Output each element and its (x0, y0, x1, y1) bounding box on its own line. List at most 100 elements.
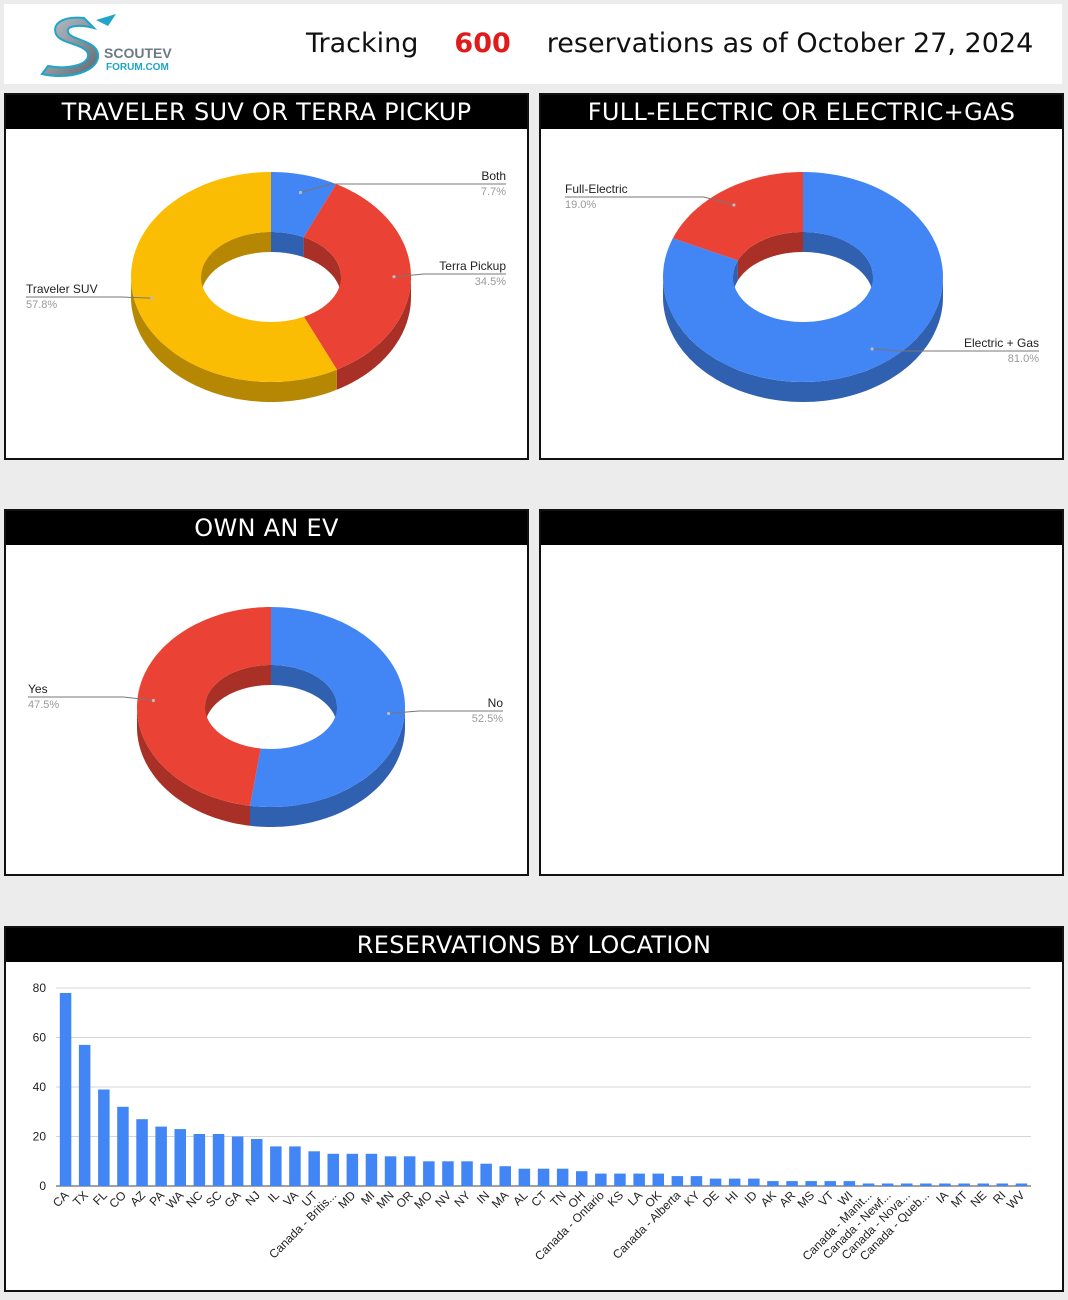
x-tick-label: NV (432, 1188, 454, 1210)
bar-fl (98, 1089, 110, 1186)
slice-electric-gas (663, 172, 943, 382)
bar-al (518, 1168, 531, 1186)
leader-line-terra-pickup (393, 273, 506, 278)
slice-inner-wall-no (271, 665, 337, 727)
svg-text:SCOUTEV: SCOUTEV (104, 45, 172, 61)
bar-ga (231, 1136, 244, 1186)
x-tick-label: MI (358, 1188, 377, 1207)
label-pct-no: 52.5% (472, 713, 503, 725)
y-tick-label: 40 (33, 1080, 47, 1094)
x-tick-label: GA (222, 1188, 244, 1210)
bar-or (403, 1156, 416, 1186)
x-tick-label: AZ (127, 1188, 148, 1209)
bar-ok (652, 1173, 664, 1186)
bar-ne (977, 1183, 989, 1186)
bar-hi (728, 1178, 741, 1186)
label-electric-gas: Electric + Gas (964, 336, 1039, 350)
bar-ks (614, 1173, 626, 1186)
slice-inner-wall-yes (205, 665, 271, 727)
slice-inner-wall-electric-gas (803, 232, 873, 297)
bar-pa (155, 1126, 167, 1186)
bar-ny (461, 1161, 473, 1187)
x-tick-label: IN (474, 1188, 492, 1206)
label-both: Both (481, 169, 506, 183)
slice-inner-wall-full-electric (737, 232, 803, 281)
bar-sc (212, 1134, 225, 1186)
leader-line-traveler-suv (26, 296, 152, 299)
y-tick-label: 20 (33, 1130, 47, 1144)
panel-powertrain: FULL-ELECTRIC OR ELECTRIC+GAS Electric +… (539, 93, 1064, 460)
slice-side-no (250, 707, 405, 827)
headline-prefix: Tracking (306, 28, 419, 59)
slice-inner-wall-both (271, 232, 304, 258)
label-pct-terra-pickup: 34.5% (475, 276, 506, 288)
panel-title-powertrain: FULL-ELECTRIC OR ELECTRIC+GAS (541, 95, 1062, 129)
x-tick-label: VT (816, 1188, 837, 1209)
bar-canada-britis (327, 1153, 339, 1186)
bar-canada-newf (881, 1183, 894, 1186)
x-tick-label: CT (528, 1188, 550, 1210)
x-tick-label: LA (625, 1188, 645, 1208)
header-bar: SCOUTEV FORUM.COM Tracking 600 reservation… (4, 4, 1062, 84)
y-tick-label: 0 (39, 1179, 46, 1193)
pie-chart-powertrain: Electric + Gas 81.0% Full-Electric 19.0% (565, 172, 1039, 402)
bar-mo (423, 1161, 435, 1187)
headline: Tracking 600 reservations as of October 27… (306, 28, 1033, 59)
label-pct-traveler-suv: 57.8% (26, 299, 57, 311)
scoutev-forum-logo: SCOUTEV FORUM.COM (40, 14, 172, 77)
label-terra-pickup: Terra Pickup (439, 259, 506, 273)
slice-both (271, 172, 337, 238)
bar-ky (690, 1176, 703, 1186)
panel-title-empty (541, 511, 1062, 545)
bar-tn (556, 1168, 569, 1186)
bar-ms (805, 1181, 817, 1186)
slice-traveler-suv (131, 172, 337, 382)
bar-canada-ontario (595, 1173, 607, 1186)
x-tick-label: IL (265, 1188, 282, 1205)
leader-line-yes (28, 696, 154, 701)
y-tick-label: 60 (33, 1031, 47, 1045)
x-tick-label: ID (742, 1188, 761, 1207)
bar-mi (365, 1153, 378, 1186)
leader-line-both (300, 183, 506, 193)
x-tick-label: KS (605, 1188, 626, 1209)
x-tick-label: NY (451, 1188, 473, 1210)
slice-no (250, 607, 405, 807)
slice-side-yes (137, 707, 250, 826)
x-tick-label: VA (281, 1188, 302, 1209)
x-tick-label: WV (1004, 1188, 1028, 1212)
bar-nv (442, 1161, 454, 1187)
x-tick-label: SC (203, 1188, 225, 1210)
bar-canada-nova (901, 1183, 913, 1186)
slice-inner-wall-terra-pickup (303, 237, 341, 297)
pie-chart-own-ev: No 52.5% Yes 47.5% (28, 607, 504, 827)
x-tick-label: CO (106, 1188, 129, 1211)
label-no: No (488, 696, 504, 710)
y-tick-label: 80 (33, 981, 47, 995)
x-tick-label: AK (758, 1188, 779, 1209)
bar-co (117, 1106, 129, 1186)
x-tick-label: DE (700, 1188, 722, 1210)
slice-side-electric-gas (663, 277, 943, 402)
bar-ma (499, 1166, 511, 1186)
bar-vt (824, 1181, 836, 1186)
slice-full-electric (672, 172, 803, 261)
label-pct-both: 7.7% (481, 186, 506, 198)
slice-yes (137, 607, 271, 806)
label-traveler-suv: Traveler SUV (26, 282, 98, 296)
bar-nj (251, 1139, 263, 1186)
label-yes: Yes (28, 682, 48, 696)
slice-side-traveler-suv (131, 277, 337, 402)
x-tick-label: MS (795, 1188, 818, 1211)
bar-nc (193, 1134, 206, 1186)
bar-il (270, 1146, 282, 1186)
panel-title-own-ev: OWN AN EV (6, 511, 527, 545)
bar-ct (537, 1168, 550, 1186)
leader-line-electric-gas (872, 348, 1039, 352)
x-tick-label: PA (147, 1188, 168, 1209)
panel-own-ev: OWN AN EV No 52.5% Yes 47.5% (4, 509, 529, 876)
leader-line-no (388, 710, 503, 714)
slice-inner-wall-traveler-suv (201, 232, 271, 297)
slice-terra-pickup (303, 184, 411, 370)
